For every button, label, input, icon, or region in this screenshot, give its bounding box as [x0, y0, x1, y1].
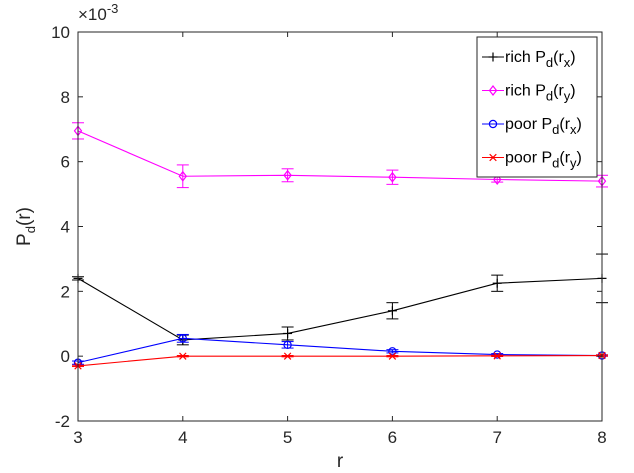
data-point [283, 340, 292, 350]
legend-entry: poor Pd(ry) [482, 150, 582, 171]
y-tick-label: 6 [61, 153, 70, 172]
legend-label: rich Pd(rx) [505, 49, 576, 70]
data-point [283, 352, 292, 360]
legend-label: poor Pd(rx) [505, 116, 582, 137]
x-tick-label: 3 [73, 428, 82, 447]
legend-marker [488, 119, 498, 129]
legend-entry: poor Pd(rx) [482, 116, 582, 137]
data-point [283, 169, 292, 181]
y-tick-label: 0 [61, 347, 70, 366]
x-tick-label: 4 [178, 428, 187, 447]
data-point [388, 347, 397, 356]
y-tick-label: 10 [51, 23, 70, 42]
legend-marker [488, 85, 498, 96]
data-point [178, 170, 188, 182]
y-tick-label: 4 [61, 218, 70, 237]
y-axis-label: Pd(r) [14, 207, 38, 246]
series-line [77, 130, 603, 182]
y-tick-label: -2 [55, 412, 70, 431]
data-point [388, 352, 397, 360]
data-point [388, 171, 397, 183]
x-tick-label: 7 [492, 428, 501, 447]
data-point [493, 350, 502, 359]
x-axis-label: r [337, 451, 344, 472]
x-tick-label: 8 [597, 428, 606, 447]
series-2 [72, 333, 608, 367]
chart-marks [72, 122, 608, 370]
legend-label: rich Pd(ry) [505, 83, 576, 104]
y-tick-label: 2 [61, 282, 70, 301]
legend-box [476, 36, 598, 178]
series-line [77, 277, 603, 341]
y-tick-label: 8 [61, 88, 70, 107]
series-0 [72, 253, 608, 346]
x-tick-label: 5 [283, 428, 292, 447]
legend-label: poor Pd(ry) [505, 150, 582, 171]
x-tick-label: 6 [388, 428, 397, 447]
data-point [492, 174, 502, 185]
data-point [178, 334, 187, 343]
legend-entry: rich Pd(rx) [482, 49, 576, 70]
data-point [493, 352, 501, 360]
y-multiplier-exp: -3 [107, 1, 119, 16]
legend: rich Pd(rx) rich Pd(ry) poor Pd(rx) poor Pd… [476, 36, 598, 178]
series-line [77, 337, 603, 364]
data-point [179, 352, 187, 360]
y-multiplier: ×10-3 [78, 1, 118, 24]
legend-entry: rich Pd(ry) [482, 83, 576, 104]
series-line [77, 354, 603, 367]
legend-marker [489, 153, 497, 162]
y-multiplier-base: ×10 [78, 5, 107, 24]
axis-ticks: 3 4 5 6 7 8 -2 0 2 4 6 8 10 [51, 23, 607, 447]
